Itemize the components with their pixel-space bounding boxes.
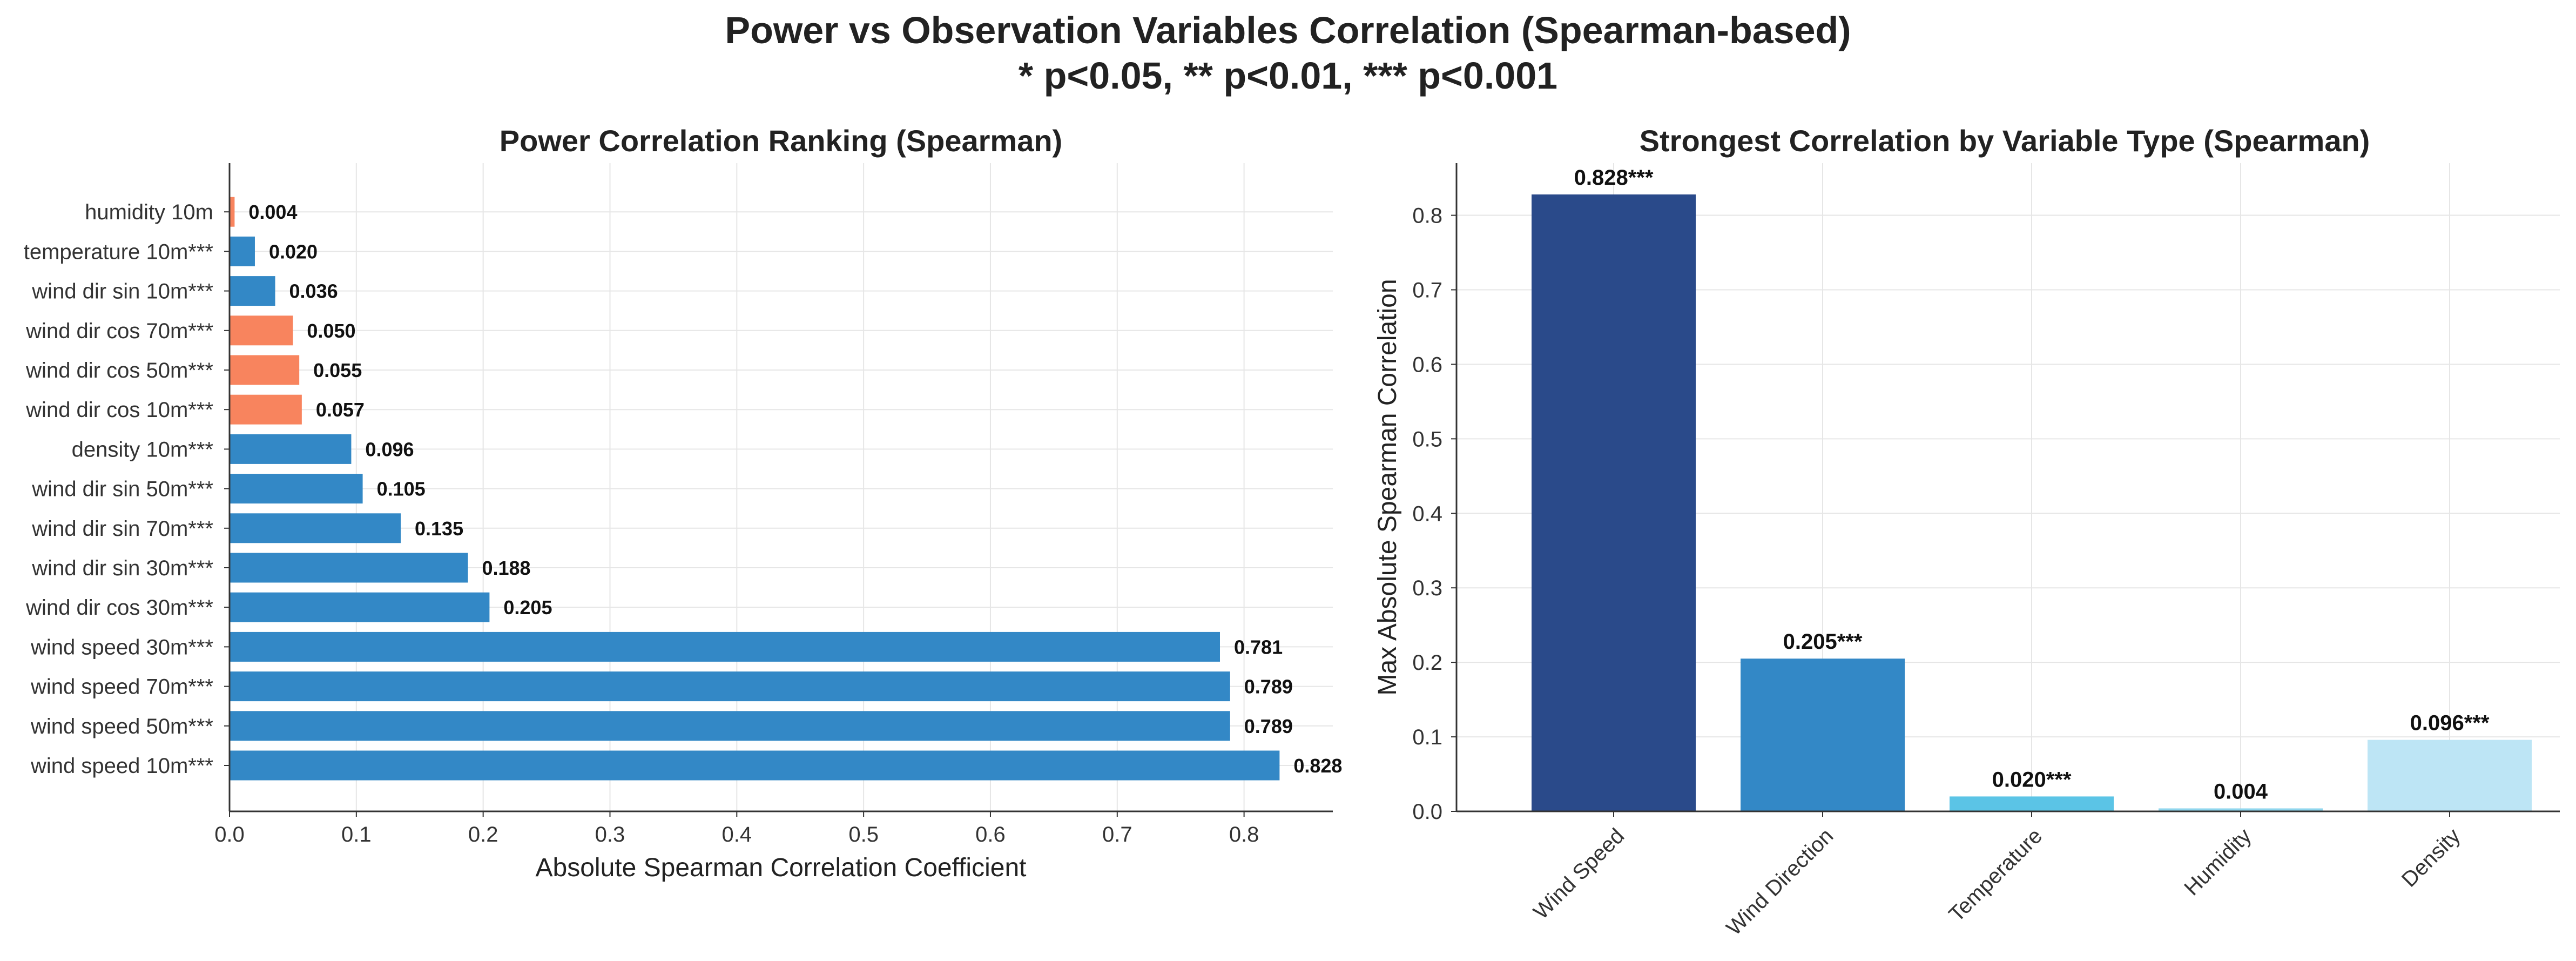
right-bar [1950,796,2114,811]
left-category-label: wind speed 70m*** [30,675,213,699]
left-chart-bars [230,197,1280,781]
right-bar [1532,194,1696,811]
figure-title-line2: * p<0.05, ** p<0.01, *** p<0.001 [1018,55,1558,97]
left-chart-value-labels: 0.8280.7890.7890.7810.2050.1880.1350.105… [248,201,1342,777]
right-category-label: Humidity [2180,824,2256,900]
left-bar-value-label: 0.828 [1293,755,1342,777]
left-chart-x-axis-label: Absolute Spearman Correlation Coefficien… [536,854,1027,882]
left-x-tick-label: 0.5 [848,823,879,846]
left-category-label: temperature 10m*** [24,240,213,264]
left-category-label: wind dir sin 50m*** [31,478,213,501]
left-category-label: wind dir cos 10m*** [25,398,213,422]
left-bar [230,315,293,346]
left-bar [230,197,235,227]
left-bar-value-label: 0.188 [482,557,530,579]
left-x-tick-label: 0.4 [722,823,752,846]
right-y-tick-label: 0.6 [1412,353,1442,377]
left-bar [230,711,1230,741]
right-y-tick-label: 0.7 [1412,278,1442,302]
left-bar-value-label: 0.781 [1234,636,1283,658]
left-bar [230,355,300,385]
left-category-label: wind dir cos 30m*** [25,596,213,620]
left-bar-value-label: 0.789 [1244,676,1293,698]
left-bar [230,434,352,464]
left-chart-category-labels: wind speed 10m*** wind speed 50m*** wind s… [24,200,230,778]
left-x-tick-label: 0.3 [595,823,625,846]
right-y-tick-label: 0.0 [1412,800,1442,824]
left-category-label: wind dir cos 70m*** [25,319,213,343]
left-bar-value-label: 0.004 [248,201,297,223]
right-category-label: Density [2397,824,2465,891]
left-bar-value-label: 0.105 [377,478,426,500]
right-category-label: Wind Direction [1722,824,1838,940]
right-bar [2159,808,2323,811]
left-bar [230,513,401,543]
left-bar-value-label: 0.050 [307,320,355,342]
left-category-label: humidity 10m [85,200,213,224]
left-category-label: wind dir sin 10m*** [31,280,213,304]
left-bar-value-label: 0.096 [365,438,414,460]
left-bar-value-label: 0.055 [313,359,362,381]
right-y-tick-label: 0.1 [1412,725,1442,749]
left-bar [230,276,275,306]
left-bar [230,236,255,266]
right-chart-y-axis-label: Max Absolute Spearman Correlation [1373,279,1402,695]
left-bar [230,671,1230,702]
left-x-tick-label: 0.7 [1102,823,1132,846]
left-bar-value-label: 0.036 [289,280,338,303]
right-bar [1741,658,1905,811]
left-category-label: density 10m*** [72,438,213,461]
right-chart-category-labels: Wind Speed Wind Direction Temperature Humid… [1529,811,2465,940]
right-bar-value-label: 0.205*** [1783,630,1863,654]
left-x-tick-label: 0.8 [1229,823,1259,846]
left-bar-value-label: 0.020 [269,240,318,263]
left-category-label: wind speed 30m*** [30,635,213,659]
right-bar-value-label: 0.096*** [2410,711,2490,735]
figure-title: Power vs Observation Variables Correlati… [0,8,2576,98]
left-x-tick-label: 0.0 [214,823,245,846]
left-bar-value-label: 0.205 [503,596,552,619]
left-bar [230,750,1280,781]
left-bar-value-label: 0.057 [316,399,365,421]
right-bar-value-label: 0.828*** [1574,166,1654,190]
left-category-label: wind speed 10m*** [30,754,213,778]
left-bar [230,553,468,583]
right-category-label: Wind Speed [1529,824,1629,924]
right-y-tick-label: 0.5 [1412,427,1442,451]
left-chart-x-ticks: 0.0 0.1 0.2 0.3 0.4 0.5 0.6 0.7 0.8 [214,811,1259,846]
left-bar [230,631,1220,662]
right-chart-value-labels: 0.828*** 0.205*** 0.020*** 0.004 0.096*** [1574,166,2490,804]
right-chart-by-type: Strongest Correlation by Variable Type (… [1373,124,2560,940]
left-bar-value-label: 0.135 [415,518,463,540]
left-x-tick-label: 0.6 [975,823,1006,846]
right-chart-title: Strongest Correlation by Variable Type (… [1640,124,2370,158]
left-chart-title: Power Correlation Ranking (Spearman) [500,124,1062,158]
figure-title-line1: Power vs Observation Variables Correlati… [725,9,1851,51]
left-chart-ranking: Power Correlation Ranking (Spearman) 0.8… [24,124,1343,882]
right-chart-y-ticks: 0.0 0.1 0.2 0.3 0.4 0.5 0.6 0.7 0.8 [1412,204,1456,824]
left-category-label: wind dir cos 50m*** [25,359,213,382]
left-x-tick-label: 0.1 [341,823,372,846]
right-chart-bars [1532,194,2532,811]
right-bar [2368,740,2532,811]
left-bar [230,394,302,425]
right-category-label: Temperature [1944,824,2047,926]
right-bar-value-label: 0.020*** [1992,768,2072,791]
left-category-label: wind speed 50m*** [30,715,213,738]
left-category-label: wind dir sin 70m*** [31,517,213,541]
right-y-tick-label: 0.8 [1412,204,1442,228]
left-bar-value-label: 0.789 [1244,715,1293,737]
left-bar [230,592,490,622]
right-y-tick-label: 0.4 [1412,502,1442,526]
left-category-label: wind dir sin 30m*** [31,556,213,580]
right-bar-value-label: 0.004 [2214,779,2268,803]
right-y-tick-label: 0.3 [1412,576,1442,600]
right-y-tick-label: 0.2 [1412,651,1442,675]
left-x-tick-label: 0.2 [468,823,498,846]
left-bar [230,474,363,504]
